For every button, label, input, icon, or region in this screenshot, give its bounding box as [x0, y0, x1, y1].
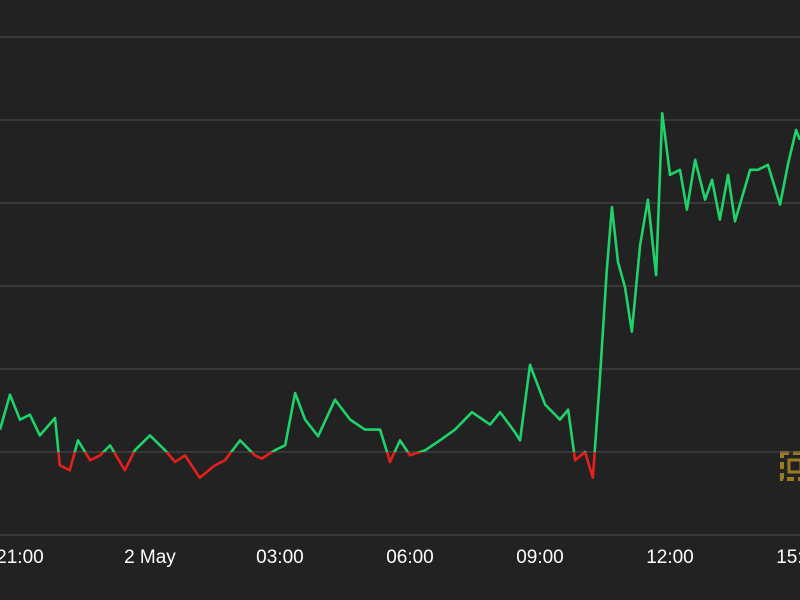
marker-icon — [780, 451, 800, 481]
price-line-below — [57, 452, 596, 480]
x-tick-label: 12:00 — [646, 547, 694, 568]
x-tick-label: 15:00 — [776, 547, 800, 568]
x-tick-label: 06:00 — [386, 547, 434, 568]
x-tick-label: 03:00 — [256, 547, 304, 568]
x-tick-label: 21:00 — [0, 547, 44, 568]
x-tick-label: 09:00 — [516, 547, 564, 568]
price-line-above — [0, 112, 800, 452]
x-tick-label: 2 May — [124, 547, 176, 568]
